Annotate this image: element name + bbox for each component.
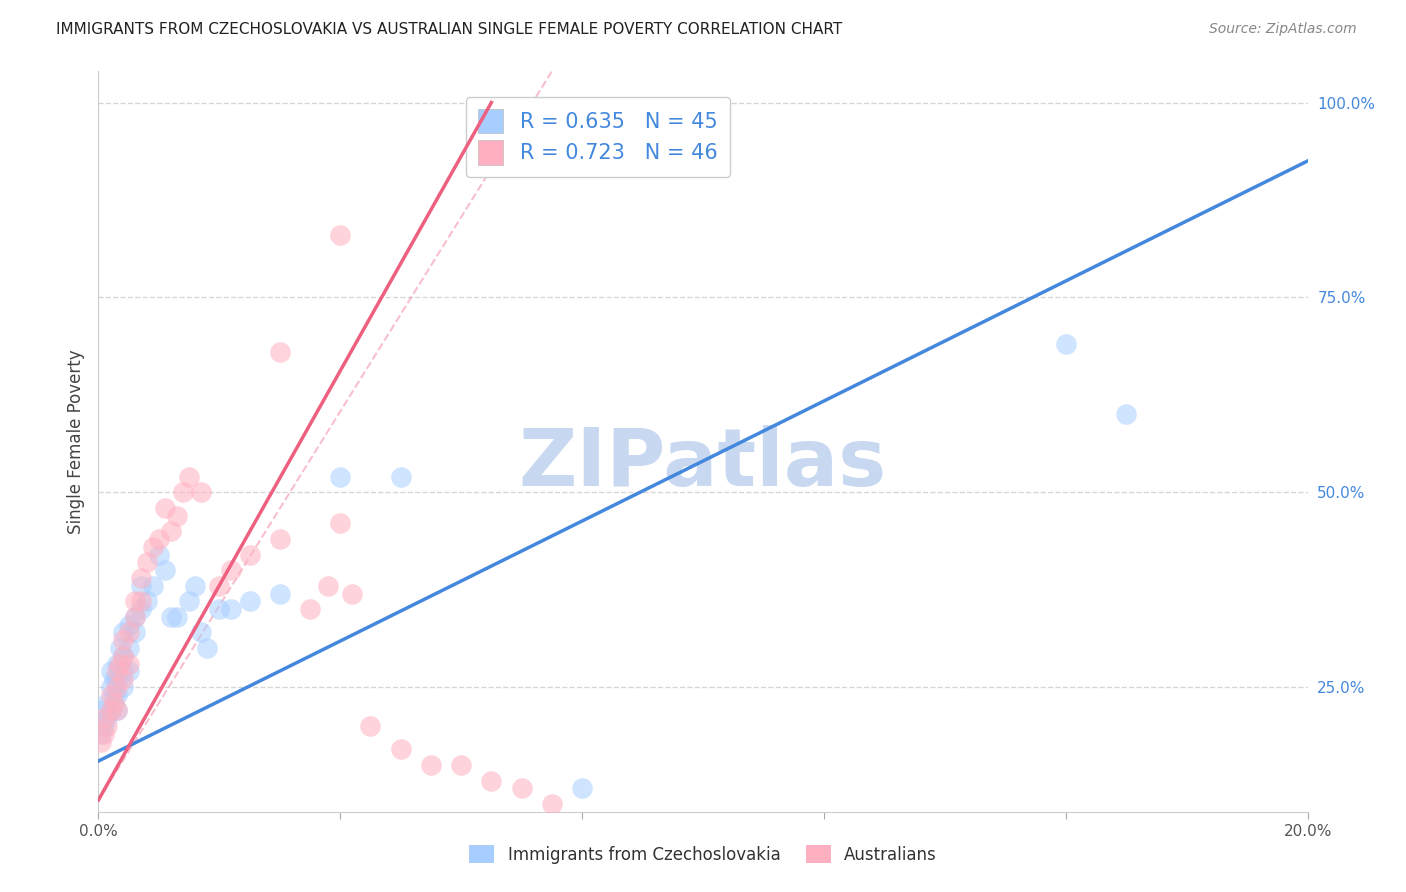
- Point: [90, 734, 112, 748]
- Point: [389, 469, 412, 483]
- Point: [118, 665, 141, 679]
- Point: [129, 571, 152, 585]
- Point: [93, 727, 115, 741]
- Point: [195, 641, 218, 656]
- Point: [221, 602, 243, 616]
- Point: [1054, 337, 1077, 351]
- Point: [111, 633, 134, 648]
- Point: [103, 688, 125, 702]
- Point: [111, 625, 134, 640]
- Point: [190, 625, 212, 640]
- Point: [108, 641, 131, 656]
- Point: [124, 625, 146, 640]
- Text: Source: ZipAtlas.com: Source: ZipAtlas.com: [1209, 22, 1357, 37]
- Point: [510, 781, 533, 796]
- Point: [100, 665, 122, 679]
- Point: [129, 602, 152, 616]
- Point: [153, 563, 176, 577]
- Point: [118, 617, 141, 632]
- Point: [1115, 407, 1137, 421]
- Y-axis label: Single Female Poverty: Single Female Poverty: [66, 350, 84, 533]
- Text: ZIPatlas: ZIPatlas: [519, 425, 887, 503]
- Point: [96, 719, 118, 733]
- Point: [148, 548, 170, 562]
- Point: [269, 532, 291, 546]
- Point: [190, 485, 212, 500]
- Point: [124, 610, 146, 624]
- Point: [239, 594, 262, 608]
- Point: [93, 719, 115, 733]
- Point: [108, 657, 131, 671]
- Point: [389, 742, 412, 756]
- Point: [111, 672, 134, 686]
- Point: [160, 524, 183, 538]
- Point: [105, 688, 128, 702]
- Point: [160, 610, 183, 624]
- Point: [93, 703, 115, 717]
- Point: [221, 563, 243, 577]
- Point: [105, 672, 128, 686]
- Point: [316, 579, 339, 593]
- Point: [179, 469, 201, 483]
- Point: [148, 532, 170, 546]
- Point: [124, 594, 146, 608]
- Point: [100, 680, 122, 694]
- Point: [129, 594, 152, 608]
- Point: [571, 781, 593, 796]
- Point: [90, 727, 112, 741]
- Point: [118, 641, 141, 656]
- Point: [142, 540, 165, 554]
- Point: [93, 711, 115, 725]
- Point: [124, 610, 146, 624]
- Point: [420, 758, 443, 772]
- Point: [129, 579, 152, 593]
- Point: [118, 657, 141, 671]
- Point: [111, 680, 134, 694]
- Point: [329, 516, 352, 531]
- Point: [100, 703, 122, 717]
- Point: [208, 602, 231, 616]
- Point: [179, 594, 201, 608]
- Point: [269, 345, 291, 359]
- Legend: R = 0.635   N = 45, R = 0.723   N = 46: R = 0.635 N = 45, R = 0.723 N = 46: [465, 96, 730, 177]
- Point: [481, 773, 503, 788]
- Point: [239, 548, 262, 562]
- Point: [111, 648, 134, 663]
- Point: [105, 665, 128, 679]
- Point: [111, 648, 134, 663]
- Point: [450, 758, 472, 772]
- Point: [299, 602, 322, 616]
- Point: [118, 625, 141, 640]
- Point: [142, 579, 165, 593]
- Text: IMMIGRANTS FROM CZECHOSLOVAKIA VS AUSTRALIAN SINGLE FEMALE POVERTY CORRELATION C: IMMIGRANTS FROM CZECHOSLOVAKIA VS AUSTRA…: [56, 22, 842, 37]
- Point: [184, 579, 207, 593]
- Point: [111, 665, 134, 679]
- Point: [96, 696, 118, 710]
- Point: [208, 579, 231, 593]
- Point: [105, 703, 128, 717]
- Point: [96, 711, 118, 725]
- Point: [105, 703, 128, 717]
- Point: [172, 485, 194, 500]
- Point: [166, 610, 188, 624]
- Point: [166, 508, 188, 523]
- Point: [105, 680, 128, 694]
- Point: [135, 555, 157, 569]
- Point: [329, 469, 352, 483]
- Point: [135, 594, 157, 608]
- Point: [360, 719, 382, 733]
- Point: [540, 797, 562, 811]
- Point: [103, 672, 125, 686]
- Point: [329, 227, 352, 242]
- Point: [342, 586, 364, 600]
- Legend: Immigrants from Czechoslovakia, Australians: Immigrants from Czechoslovakia, Australi…: [463, 838, 943, 871]
- Point: [105, 657, 128, 671]
- Point: [269, 586, 291, 600]
- Point: [103, 696, 125, 710]
- Point: [153, 500, 176, 515]
- Point: [100, 688, 122, 702]
- Point: [100, 703, 122, 717]
